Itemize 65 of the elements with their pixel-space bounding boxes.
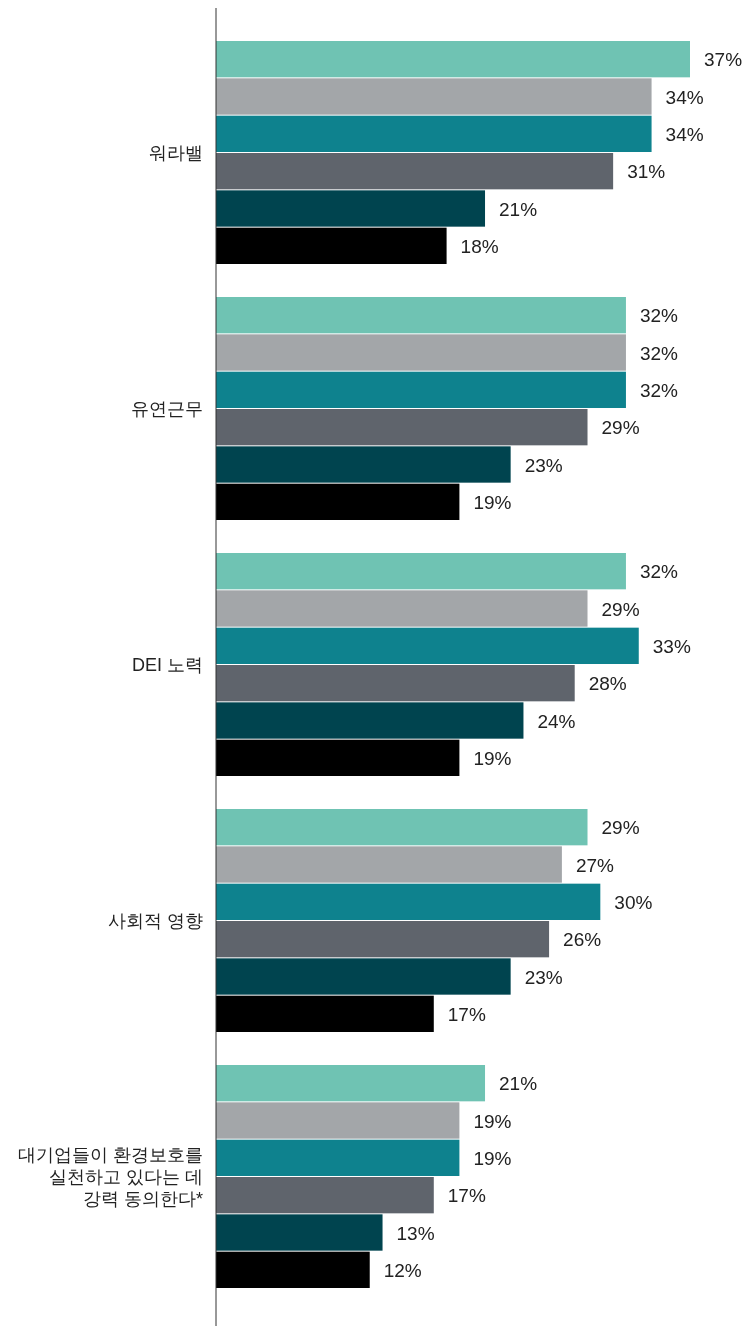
data-label: 23% bbox=[524, 454, 563, 476]
data-label: 21% bbox=[499, 1073, 538, 1095]
data-label: 34% bbox=[665, 86, 704, 108]
bar bbox=[216, 883, 601, 920]
data-label: 26% bbox=[563, 929, 602, 951]
bar bbox=[216, 590, 588, 627]
bar bbox=[216, 446, 511, 483]
bar bbox=[216, 846, 562, 883]
data-label: 18% bbox=[460, 235, 499, 257]
bar bbox=[216, 371, 626, 408]
data-label: 34% bbox=[665, 123, 704, 145]
bar bbox=[216, 921, 550, 958]
bar bbox=[216, 334, 626, 371]
data-label: 32% bbox=[639, 561, 679, 583]
bar bbox=[216, 483, 460, 520]
y-tick-label: 사회적 영향 bbox=[107, 911, 203, 931]
data-label: 24% bbox=[537, 710, 576, 732]
bar bbox=[216, 153, 614, 190]
data-label: 29% bbox=[601, 817, 640, 839]
bar bbox=[216, 41, 690, 78]
bar bbox=[216, 409, 588, 446]
bar bbox=[216, 190, 486, 227]
bar bbox=[216, 958, 511, 995]
bar bbox=[216, 1102, 460, 1139]
bar bbox=[216, 995, 434, 1032]
data-label: 19% bbox=[473, 1110, 512, 1132]
data-label: 37% bbox=[704, 49, 743, 71]
data-label: 19% bbox=[473, 491, 512, 513]
data-label: 19% bbox=[473, 747, 512, 769]
y-tick-label: DEI 노력 bbox=[131, 655, 203, 675]
data-label: 32% bbox=[639, 305, 679, 327]
bar bbox=[216, 627, 639, 664]
data-label: 31% bbox=[627, 161, 666, 183]
data-label: 12% bbox=[383, 1259, 422, 1281]
y-tick-label: 대기업들이 환경보호를 실천하고 있다는 데 강력 동의한다* bbox=[17, 1145, 203, 1209]
data-label: 13% bbox=[396, 1222, 435, 1244]
bar bbox=[216, 115, 652, 152]
data-label: 32% bbox=[639, 379, 679, 401]
bar bbox=[216, 809, 588, 846]
data-label: 27% bbox=[575, 854, 615, 876]
bar bbox=[216, 1251, 370, 1288]
bar bbox=[216, 297, 626, 334]
data-label: 19% bbox=[473, 1147, 512, 1169]
bar bbox=[216, 1177, 434, 1214]
data-label: 29% bbox=[601, 598, 640, 620]
bar bbox=[216, 1065, 486, 1102]
bar bbox=[216, 702, 524, 739]
y-tick-label: 유연근무 bbox=[131, 399, 203, 419]
data-label: 23% bbox=[524, 966, 563, 988]
data-label: 21% bbox=[499, 198, 538, 220]
bar bbox=[216, 739, 460, 776]
bar bbox=[216, 665, 575, 702]
y-tick-label: 워라밸 bbox=[149, 143, 203, 163]
bar bbox=[216, 1139, 460, 1176]
data-label: 29% bbox=[601, 417, 640, 439]
data-label: 30% bbox=[614, 891, 653, 913]
data-label: 32% bbox=[639, 342, 679, 364]
data-label: 28% bbox=[588, 673, 627, 695]
bar bbox=[216, 78, 652, 115]
bar bbox=[216, 1214, 383, 1251]
data-label: 17% bbox=[447, 1003, 486, 1025]
data-label: 33% bbox=[652, 635, 691, 657]
data-label: 17% bbox=[447, 1185, 486, 1207]
bar bbox=[216, 553, 626, 590]
bar bbox=[216, 227, 447, 264]
